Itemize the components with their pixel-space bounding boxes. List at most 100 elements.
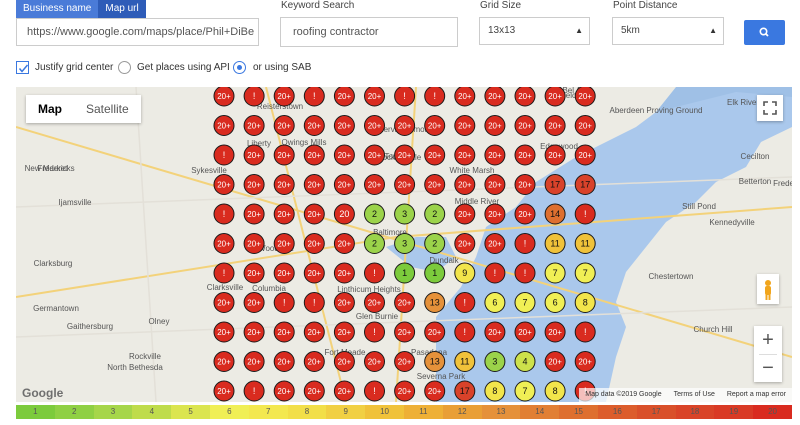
grid-rank-marker[interactable]: 17 [454, 380, 476, 402]
grid-rank-marker[interactable]: 6 [484, 292, 506, 313]
grid-rank-marker[interactable]: 20+ [574, 87, 596, 107]
grid-rank-marker[interactable]: 20+ [364, 292, 385, 313]
grid-rank-marker[interactable]: ! [273, 292, 295, 313]
map-type-satellite-button[interactable]: Satellite [86, 102, 129, 116]
grid-rank-marker[interactable]: 13 [424, 292, 446, 313]
grid-rank-marker[interactable]: 20+ [514, 203, 536, 225]
grid-rank-marker[interactable]: 20+ [454, 115, 476, 136]
grid-rank-marker[interactable]: ! [364, 321, 385, 343]
grid-rank-marker[interactable]: 20+ [273, 144, 295, 166]
grid-rank-marker[interactable]: 20+ [544, 351, 566, 372]
grid-rank-marker[interactable]: 7 [514, 292, 536, 313]
grid-rank-marker[interactable]: 20+ [213, 321, 235, 343]
grid-rank-marker[interactable]: 11 [454, 351, 476, 372]
map-view[interactable]: CockeysvilleReisterstownLutherville-Timo… [16, 87, 792, 402]
grid-rank-marker[interactable]: 20+ [424, 321, 446, 343]
grid-rank-marker[interactable]: 7 [574, 262, 596, 284]
grid-rank-marker[interactable]: 20+ [213, 380, 235, 402]
grid-rank-marker[interactable]: 20+ [484, 321, 506, 343]
grid-rank-marker[interactable]: 20+ [544, 115, 566, 136]
grid-rank-marker[interactable]: 8 [484, 380, 506, 402]
grid-rank-marker[interactable]: 20+ [424, 115, 446, 136]
grid-rank-marker[interactable]: 20+ [213, 351, 235, 372]
grid-rank-marker[interactable]: 3 [394, 203, 416, 225]
grid-rank-marker[interactable]: 20+ [333, 321, 355, 343]
grid-rank-marker[interactable]: 20+ [243, 174, 265, 195]
grid-rank-marker[interactable]: 20+ [243, 262, 265, 284]
grid-rank-marker[interactable]: 20+ [303, 203, 325, 225]
grid-rank-marker[interactable]: ! [574, 321, 596, 343]
grid-rank-marker[interactable]: 20+ [213, 174, 235, 195]
grid-rank-marker[interactable]: ! [364, 262, 385, 284]
grid-rank-marker[interactable]: 20+ [243, 321, 265, 343]
grid-rank-marker[interactable]: 20+ [243, 292, 265, 313]
grid-rank-marker[interactable]: 20+ [303, 174, 325, 195]
grid-rank-marker[interactable]: ! [424, 87, 446, 107]
grid-rank-marker[interactable]: 20+ [213, 115, 235, 136]
grid-rank-marker[interactable]: 20+ [333, 292, 355, 313]
grid-rank-marker[interactable]: 20+ [484, 203, 506, 225]
grid-rank-marker[interactable]: 20+ [394, 115, 416, 136]
grid-rank-marker[interactable]: 20 [333, 203, 355, 225]
grid-rank-marker[interactable]: 20+ [394, 351, 416, 372]
grid-rank-marker[interactable]: ! [484, 262, 506, 284]
grid-rank-marker[interactable]: 2 [364, 233, 385, 254]
grid-rank-marker[interactable]: 20+ [394, 292, 416, 313]
grid-rank-marker[interactable]: 20+ [574, 144, 596, 166]
grid-rank-marker[interactable]: 6 [544, 292, 566, 313]
grid-rank-marker[interactable]: 20+ [303, 380, 325, 402]
search-button[interactable] [744, 20, 785, 45]
grid-rank-marker[interactable]: 20+ [303, 321, 325, 343]
terms-link[interactable]: Terms of Use [673, 391, 715, 398]
grid-rank-marker[interactable]: 20+ [273, 174, 295, 195]
grid-rank-marker[interactable]: 20+ [243, 233, 265, 254]
grid-rank-marker[interactable]: ! [213, 203, 235, 225]
grid-rank-marker[interactable]: ! [514, 262, 536, 284]
grid-rank-marker[interactable]: 20+ [454, 233, 476, 254]
grid-rank-marker[interactable]: 20+ [243, 351, 265, 372]
grid-rank-marker[interactable]: ! [364, 380, 385, 402]
grid-rank-marker[interactable]: 20+ [514, 115, 536, 136]
grid-rank-marker[interactable]: 20+ [454, 203, 476, 225]
grid-rank-marker[interactable]: ! [394, 87, 416, 107]
grid-rank-marker[interactable]: ! [514, 233, 536, 254]
grid-rank-marker[interactable]: 11 [574, 233, 596, 254]
grid-rank-marker[interactable]: 20+ [394, 321, 416, 343]
grid-rank-marker[interactable]: 20+ [454, 174, 476, 195]
grid-rank-marker[interactable]: ! [213, 262, 235, 284]
grid-rank-marker[interactable]: 20+ [364, 115, 385, 136]
grid-rank-marker[interactable]: 20+ [484, 87, 506, 107]
grid-rank-marker[interactable]: 20+ [424, 380, 446, 402]
grid-rank-marker[interactable]: 3 [484, 351, 506, 372]
sab-radio[interactable] [233, 61, 246, 74]
grid-rank-marker[interactable]: 20+ [333, 380, 355, 402]
grid-rank-marker[interactable]: 20+ [243, 203, 265, 225]
zoom-in-button[interactable]: + [754, 326, 782, 354]
grid-rank-marker[interactable]: 20+ [544, 144, 566, 166]
zoom-out-button[interactable]: − [754, 355, 782, 382]
grid-rank-marker[interactable]: 20+ [544, 87, 566, 107]
grid-size-select[interactable]: 13x13 ▲ [479, 17, 590, 45]
grid-rank-marker[interactable]: ! [303, 87, 325, 107]
grid-rank-marker[interactable]: 20+ [364, 87, 385, 107]
grid-rank-marker[interactable]: 20+ [484, 144, 506, 166]
grid-rank-marker[interactable]: 20+ [394, 174, 416, 195]
grid-rank-marker[interactable]: 20+ [303, 144, 325, 166]
grid-rank-marker[interactable]: ! [454, 292, 476, 313]
grid-rank-marker[interactable]: 17 [574, 174, 596, 195]
grid-rank-marker[interactable]: 20+ [303, 351, 325, 372]
grid-rank-marker[interactable]: ! [243, 87, 265, 107]
grid-rank-marker[interactable]: 14 [544, 203, 566, 225]
grid-rank-marker[interactable]: ! [213, 144, 235, 166]
grid-rank-marker[interactable]: 8 [544, 380, 566, 402]
fullscreen-button[interactable] [757, 95, 783, 121]
grid-rank-marker[interactable]: 20+ [273, 262, 295, 284]
map-type-map-button[interactable]: Map [38, 102, 62, 116]
grid-rank-marker[interactable]: 20+ [484, 233, 506, 254]
grid-rank-marker[interactable]: 2 [424, 203, 446, 225]
grid-rank-marker[interactable]: 20+ [333, 115, 355, 136]
grid-rank-marker[interactable]: ! [454, 321, 476, 343]
grid-rank-marker[interactable]: 20+ [424, 174, 446, 195]
grid-rank-marker[interactable]: 20+ [544, 321, 566, 343]
grid-rank-marker[interactable]: 20+ [273, 203, 295, 225]
